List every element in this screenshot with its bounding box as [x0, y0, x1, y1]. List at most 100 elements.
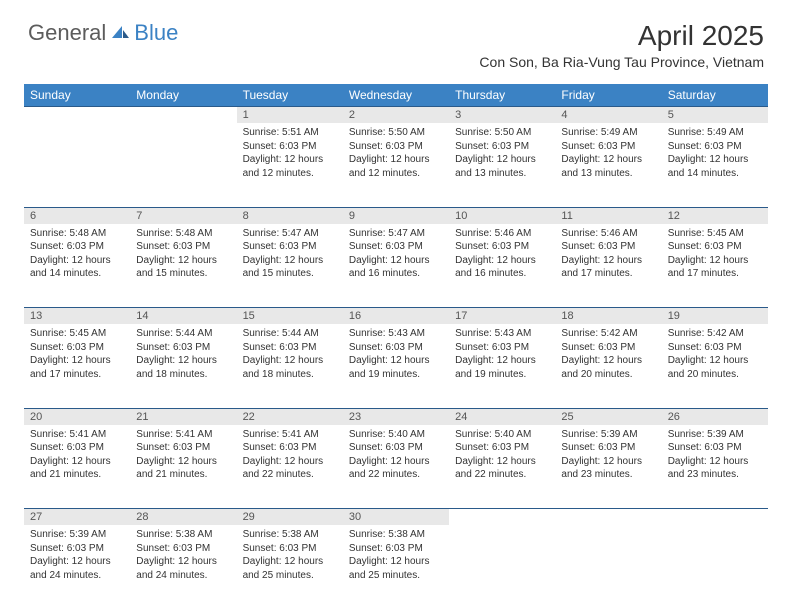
day-number-cell: 26 [662, 408, 768, 425]
sunrise-text: Sunrise: 5:39 AM [668, 428, 762, 442]
daylight-text: Daylight: 12 hours and 22 minutes. [455, 455, 549, 482]
sunrise-text: Sunrise: 5:40 AM [349, 428, 443, 442]
daylight-text: Daylight: 12 hours and 13 minutes. [561, 153, 655, 180]
day-number-cell: 11 [555, 207, 661, 224]
day-content-row: Sunrise: 5:41 AMSunset: 6:03 PMDaylight:… [24, 425, 768, 509]
sun-info: Sunrise: 5:39 AMSunset: 6:03 PMDaylight:… [24, 525, 130, 588]
daylight-text: Daylight: 12 hours and 22 minutes. [243, 455, 337, 482]
sunrise-text: Sunrise: 5:42 AM [668, 327, 762, 341]
day-content-cell: Sunrise: 5:42 AMSunset: 6:03 PMDaylight:… [555, 324, 661, 408]
sun-info: Sunrise: 5:46 AMSunset: 6:03 PMDaylight:… [555, 224, 661, 287]
sun-info: Sunrise: 5:40 AMSunset: 6:03 PMDaylight:… [449, 425, 555, 488]
sunset-text: Sunset: 6:03 PM [243, 341, 337, 355]
sunset-text: Sunset: 6:03 PM [349, 441, 443, 455]
day-content-cell: Sunrise: 5:43 AMSunset: 6:03 PMDaylight:… [343, 324, 449, 408]
sunrise-text: Sunrise: 5:50 AM [349, 126, 443, 140]
sunset-text: Sunset: 6:03 PM [349, 140, 443, 154]
sunset-text: Sunset: 6:03 PM [136, 441, 230, 455]
sunrise-text: Sunrise: 5:46 AM [561, 227, 655, 241]
day-number-cell: 15 [237, 308, 343, 325]
day-content-row: Sunrise: 5:48 AMSunset: 6:03 PMDaylight:… [24, 224, 768, 308]
sunset-text: Sunset: 6:03 PM [243, 441, 337, 455]
day-number-cell: 14 [130, 308, 236, 325]
day-number-cell: 18 [555, 308, 661, 325]
day-number-cell: 28 [130, 509, 236, 526]
daylight-text: Daylight: 12 hours and 19 minutes. [349, 354, 443, 381]
daylight-text: Daylight: 12 hours and 17 minutes. [668, 254, 762, 281]
daylight-text: Daylight: 12 hours and 14 minutes. [668, 153, 762, 180]
day-content-cell: Sunrise: 5:44 AMSunset: 6:03 PMDaylight:… [237, 324, 343, 408]
sun-info: Sunrise: 5:48 AMSunset: 6:03 PMDaylight:… [130, 224, 236, 287]
weekday-header: Friday [555, 84, 661, 107]
sunrise-text: Sunrise: 5:45 AM [668, 227, 762, 241]
sunset-text: Sunset: 6:03 PM [136, 240, 230, 254]
day-number-cell: 12 [662, 207, 768, 224]
daylight-text: Daylight: 12 hours and 21 minutes. [30, 455, 124, 482]
daylight-text: Daylight: 12 hours and 25 minutes. [349, 555, 443, 582]
day-number-cell: 5 [662, 107, 768, 124]
sunrise-text: Sunrise: 5:42 AM [561, 327, 655, 341]
day-content-cell: Sunrise: 5:46 AMSunset: 6:03 PMDaylight:… [449, 224, 555, 308]
day-number-cell: 4 [555, 107, 661, 124]
day-content-cell: Sunrise: 5:41 AMSunset: 6:03 PMDaylight:… [237, 425, 343, 509]
daylight-text: Daylight: 12 hours and 14 minutes. [30, 254, 124, 281]
day-content-cell [449, 525, 555, 609]
weekday-header: Monday [130, 84, 236, 107]
sun-info: Sunrise: 5:42 AMSunset: 6:03 PMDaylight:… [662, 324, 768, 387]
sunset-text: Sunset: 6:03 PM [561, 441, 655, 455]
daylight-text: Daylight: 12 hours and 23 minutes. [561, 455, 655, 482]
sunrise-text: Sunrise: 5:38 AM [136, 528, 230, 542]
daylight-text: Daylight: 12 hours and 18 minutes. [136, 354, 230, 381]
day-content-cell: Sunrise: 5:43 AMSunset: 6:03 PMDaylight:… [449, 324, 555, 408]
day-content-cell: Sunrise: 5:45 AMSunset: 6:03 PMDaylight:… [662, 224, 768, 308]
daylight-text: Daylight: 12 hours and 20 minutes. [561, 354, 655, 381]
day-number-cell: 23 [343, 408, 449, 425]
logo-sail-icon [110, 24, 130, 45]
day-number-cell [24, 107, 130, 124]
day-content-row: Sunrise: 5:45 AMSunset: 6:03 PMDaylight:… [24, 324, 768, 408]
sunset-text: Sunset: 6:03 PM [349, 341, 443, 355]
day-content-cell: Sunrise: 5:39 AMSunset: 6:03 PMDaylight:… [662, 425, 768, 509]
weekday-header: Saturday [662, 84, 768, 107]
day-content-cell: Sunrise: 5:49 AMSunset: 6:03 PMDaylight:… [662, 123, 768, 207]
page-header: General Blue April 2025 Con Son, Ba Ria-… [0, 0, 792, 76]
location-text: Con Son, Ba Ria-Vung Tau Province, Vietn… [479, 54, 764, 70]
sunset-text: Sunset: 6:03 PM [668, 240, 762, 254]
sunrise-text: Sunrise: 5:45 AM [30, 327, 124, 341]
day-content-cell: Sunrise: 5:42 AMSunset: 6:03 PMDaylight:… [662, 324, 768, 408]
day-content-cell: Sunrise: 5:47 AMSunset: 6:03 PMDaylight:… [343, 224, 449, 308]
sun-info: Sunrise: 5:46 AMSunset: 6:03 PMDaylight:… [449, 224, 555, 287]
sun-info: Sunrise: 5:50 AMSunset: 6:03 PMDaylight:… [343, 123, 449, 186]
day-number-cell: 21 [130, 408, 236, 425]
sun-info: Sunrise: 5:44 AMSunset: 6:03 PMDaylight:… [130, 324, 236, 387]
day-number-cell: 9 [343, 207, 449, 224]
day-content-cell: Sunrise: 5:47 AMSunset: 6:03 PMDaylight:… [237, 224, 343, 308]
month-title: April 2025 [479, 20, 764, 52]
day-number-cell: 17 [449, 308, 555, 325]
sun-info: Sunrise: 5:40 AMSunset: 6:03 PMDaylight:… [343, 425, 449, 488]
sun-info: Sunrise: 5:45 AMSunset: 6:03 PMDaylight:… [662, 224, 768, 287]
day-number-cell: 13 [24, 308, 130, 325]
logo: General Blue [28, 20, 178, 46]
sunset-text: Sunset: 6:03 PM [30, 441, 124, 455]
sunset-text: Sunset: 6:03 PM [455, 441, 549, 455]
daylight-text: Daylight: 12 hours and 24 minutes. [136, 555, 230, 582]
daylight-text: Daylight: 12 hours and 16 minutes. [349, 254, 443, 281]
daylight-text: Daylight: 12 hours and 24 minutes. [30, 555, 124, 582]
sunset-text: Sunset: 6:03 PM [243, 140, 337, 154]
sunrise-text: Sunrise: 5:47 AM [349, 227, 443, 241]
sun-info: Sunrise: 5:48 AMSunset: 6:03 PMDaylight:… [24, 224, 130, 287]
day-number-row: 20212223242526 [24, 408, 768, 425]
day-number-row: 12345 [24, 107, 768, 124]
day-number-row: 6789101112 [24, 207, 768, 224]
day-content-cell: Sunrise: 5:50 AMSunset: 6:03 PMDaylight:… [343, 123, 449, 207]
sun-info: Sunrise: 5:43 AMSunset: 6:03 PMDaylight:… [343, 324, 449, 387]
sunset-text: Sunset: 6:03 PM [243, 542, 337, 556]
sunrise-text: Sunrise: 5:38 AM [243, 528, 337, 542]
daylight-text: Daylight: 12 hours and 12 minutes. [243, 153, 337, 180]
day-number-cell [449, 509, 555, 526]
daylight-text: Daylight: 12 hours and 25 minutes. [243, 555, 337, 582]
sun-info: Sunrise: 5:45 AMSunset: 6:03 PMDaylight:… [24, 324, 130, 387]
daylight-text: Daylight: 12 hours and 12 minutes. [349, 153, 443, 180]
sunset-text: Sunset: 6:03 PM [30, 542, 124, 556]
